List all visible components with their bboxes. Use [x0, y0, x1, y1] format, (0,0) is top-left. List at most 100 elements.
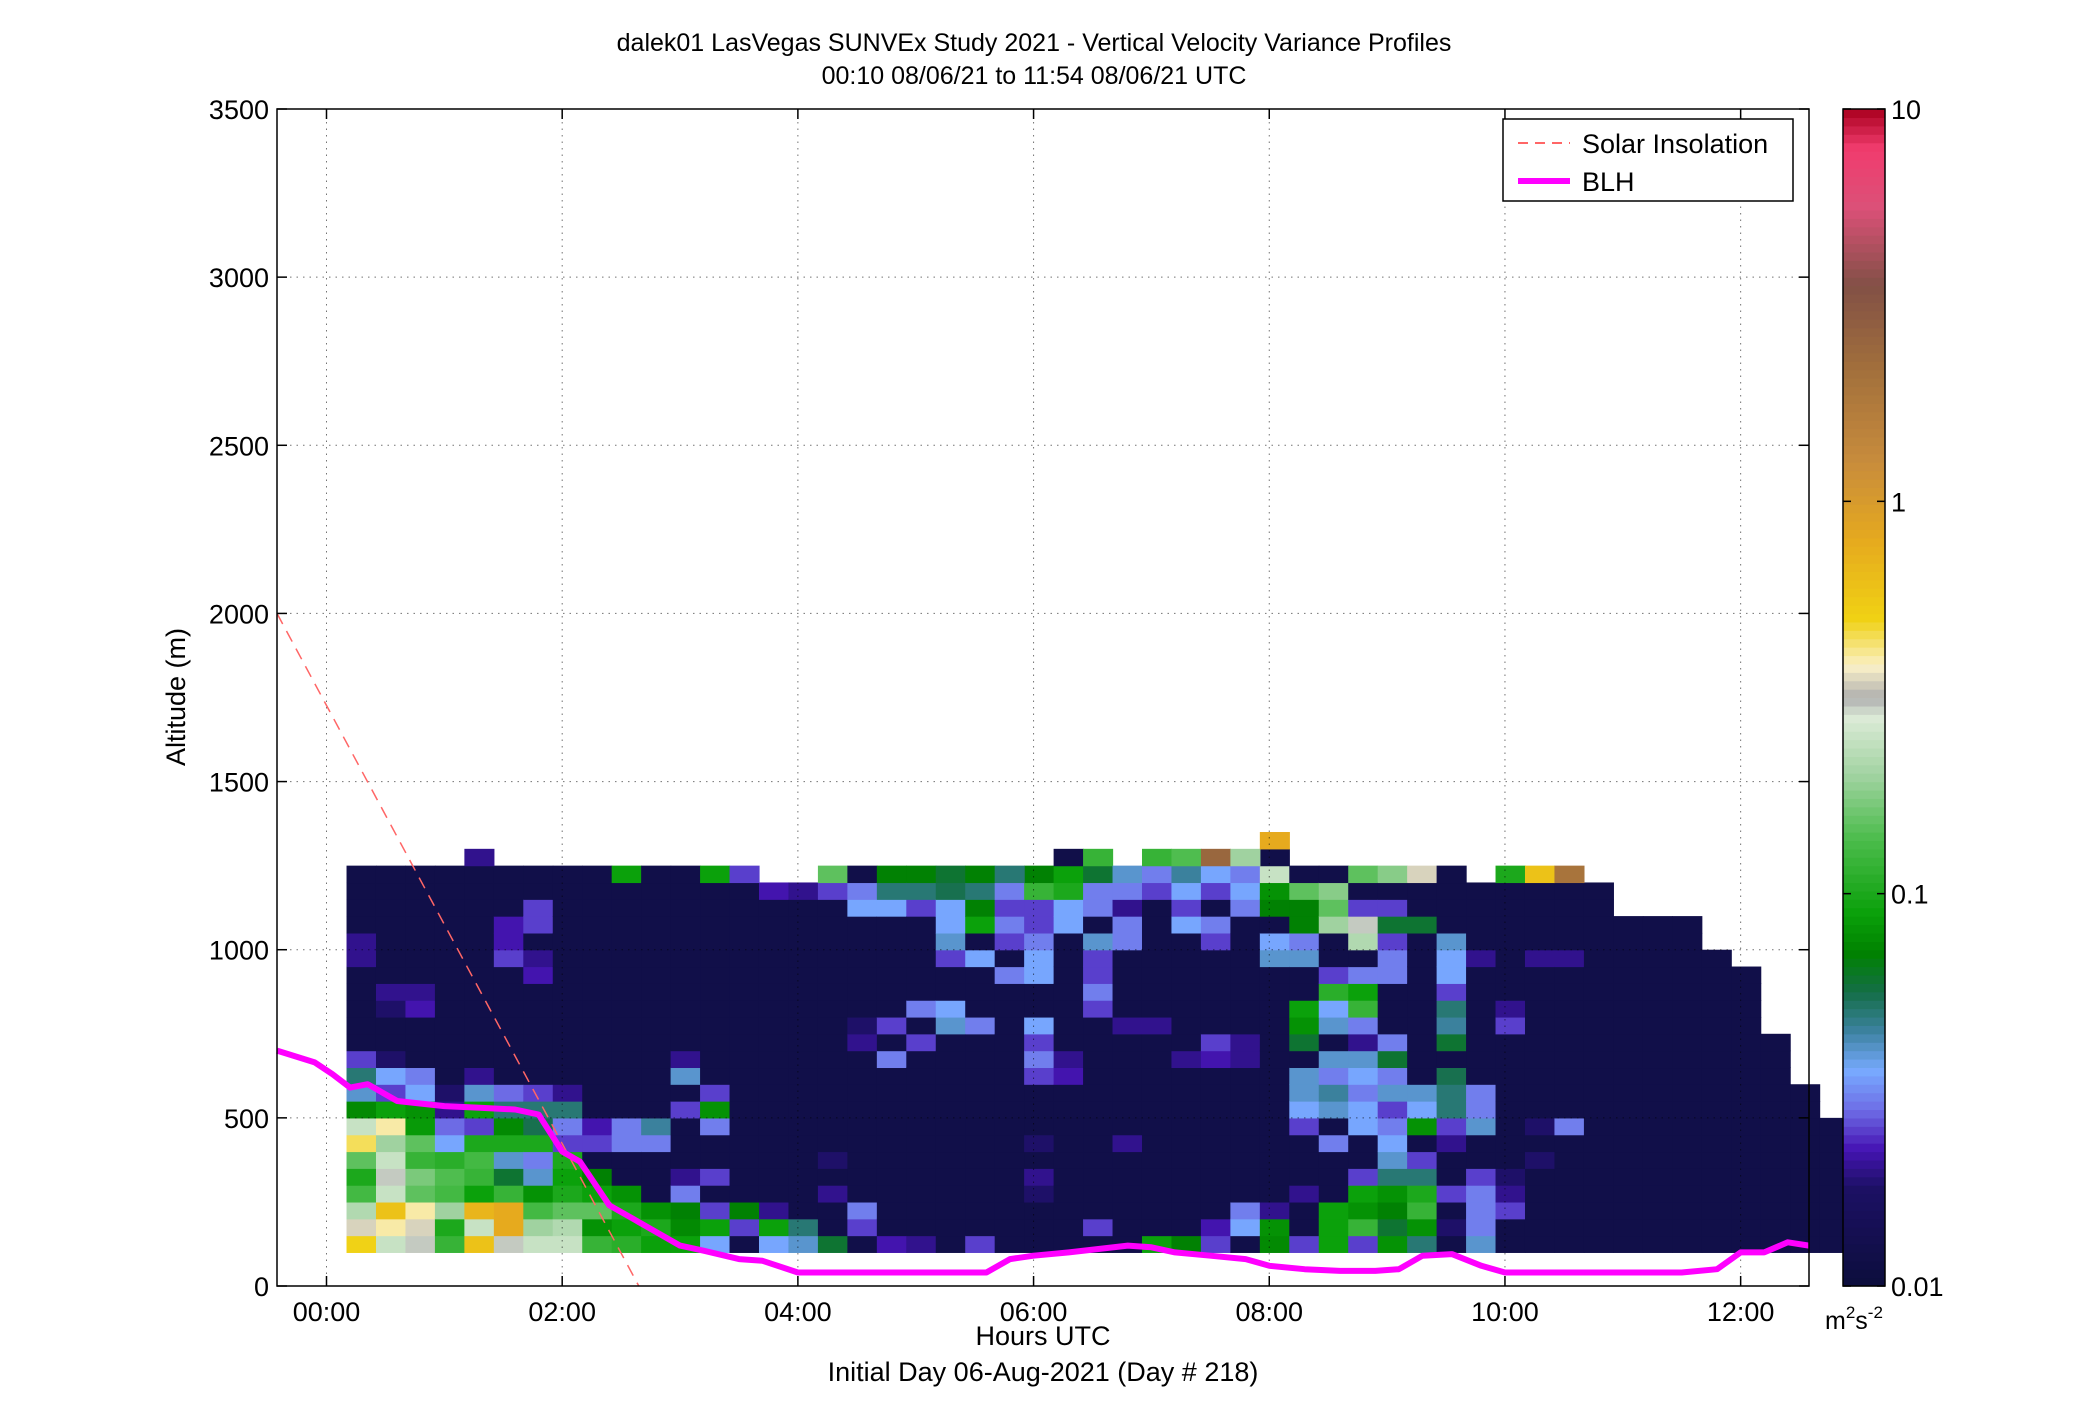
- heatmap-cell: [1701, 1185, 1732, 1203]
- heatmap-cell: [1289, 1134, 1320, 1153]
- heatmap-cell: [523, 1151, 554, 1169]
- heatmap-cell: [1348, 1016, 1379, 1035]
- heatmap-cell: [346, 983, 377, 1001]
- colorbar-swatch: [1843, 764, 1885, 774]
- heatmap-cell: [788, 1084, 819, 1102]
- heatmap-cell: [464, 1218, 495, 1237]
- heatmap-cell: [1760, 1084, 1791, 1102]
- heatmap-cell: [1318, 966, 1349, 984]
- colorbar-swatch: [1843, 756, 1885, 766]
- colorbar-swatch: [1843, 184, 1885, 194]
- heatmap-cell: [523, 916, 554, 934]
- heatmap-cell: [1083, 848, 1114, 867]
- heatmap-cell: [405, 865, 436, 884]
- heatmap-cell: [700, 1000, 731, 1018]
- heatmap-cell: [434, 1201, 465, 1220]
- heatmap-cell: [1230, 1000, 1261, 1018]
- colorbar-swatch: [1843, 789, 1885, 799]
- heatmap-cell: [1554, 1185, 1585, 1203]
- heatmap-cell: [1377, 1151, 1408, 1169]
- heatmap-cell: [641, 1151, 672, 1169]
- colorbar-swatch: [1843, 218, 1885, 228]
- heatmap-cell: [670, 916, 701, 934]
- heatmap-cell: [788, 1016, 819, 1035]
- heatmap-cell: [1230, 1201, 1261, 1220]
- heatmap-cell: [1613, 966, 1644, 984]
- heatmap-cell: [906, 1050, 937, 1069]
- heatmap-cell: [523, 882, 554, 900]
- heatmap-cell: [1436, 949, 1467, 968]
- colorbar-swatch: [1843, 647, 1885, 657]
- colorbar-swatch: [1843, 512, 1885, 522]
- heatmap-cell: [434, 966, 465, 984]
- heatmap-cell: [1760, 1134, 1791, 1153]
- heatmap-cell: [670, 1185, 701, 1203]
- heatmap-cell: [1230, 1050, 1261, 1069]
- heatmap-cell: [641, 882, 672, 900]
- heatmap-cell: [965, 899, 996, 917]
- heatmap-cell: [405, 1067, 436, 1085]
- heatmap-cell: [1083, 1201, 1114, 1220]
- heatmap-cell: [965, 1050, 996, 1069]
- heatmap-cell: [1495, 1168, 1526, 1186]
- heatmap-cell: [405, 1033, 436, 1052]
- heatmap-cell: [405, 1084, 436, 1102]
- heatmap-cell: [847, 1134, 878, 1153]
- heatmap-cell: [1083, 1067, 1114, 1085]
- heatmap-cell: [1259, 882, 1290, 900]
- heatmap-cell: [758, 1117, 790, 1136]
- heatmap-cell: [1407, 1016, 1438, 1035]
- heatmap-cell: [464, 1201, 495, 1220]
- heatmap-cell: [1053, 1033, 1084, 1052]
- heatmap-cell: [1436, 882, 1467, 900]
- colorbar-swatch: [1843, 403, 1885, 413]
- heatmap-cell: [1495, 1067, 1526, 1085]
- heatmap-cell: [1024, 1168, 1055, 1186]
- heatmap-cell: [464, 1117, 495, 1136]
- heatmap-cell: [1200, 1168, 1231, 1186]
- heatmap-cell: [1318, 1000, 1349, 1018]
- heatmap-cell: [1583, 1084, 1614, 1102]
- heatmap-cell: [1524, 1050, 1556, 1069]
- heatmap-cell: [994, 1033, 1025, 1052]
- colorbar-swatch: [1843, 445, 1885, 455]
- heatmap-cell: [1466, 916, 1497, 934]
- heatmap-cell: [817, 1185, 848, 1203]
- heatmap-cell: [935, 966, 966, 984]
- heatmap-cell: [1819, 1185, 1850, 1203]
- heatmap-cell: [523, 1084, 554, 1102]
- heatmap-cell: [758, 1168, 790, 1186]
- heatmap-cell: [1554, 1151, 1585, 1169]
- heatmap-cell: [641, 1134, 672, 1153]
- heatmap-cell: [670, 932, 701, 951]
- colorbar-swatch: [1843, 293, 1885, 303]
- heatmap-cell: [375, 983, 407, 1001]
- y-tick-label: 1000: [209, 936, 269, 966]
- heatmap-cell: [1171, 1134, 1202, 1153]
- heatmap-cell: [1672, 1218, 1703, 1237]
- heatmap-cell: [1083, 1000, 1114, 1018]
- heatmap-cell: [552, 1218, 583, 1237]
- heatmap-cell: [1200, 966, 1231, 984]
- heatmap-cell: [1583, 1134, 1614, 1153]
- heatmap-cell: [1642, 1235, 1673, 1253]
- heatmap-cell: [552, 899, 583, 917]
- heatmap-cell: [611, 882, 642, 900]
- heatmap-cell: [464, 1016, 495, 1035]
- heatmap-cell: [700, 983, 731, 1001]
- heatmap-cell: [1731, 1067, 1762, 1085]
- heatmap-cell: [1701, 1067, 1732, 1085]
- heatmap-cell: [817, 1134, 848, 1153]
- heatmap-cell: [464, 1235, 495, 1253]
- heatmap-cell: [611, 1201, 642, 1220]
- colorbar-swatch: [1843, 1277, 1885, 1287]
- heatmap-cell: [1348, 1117, 1379, 1136]
- heatmap-cell: [1377, 1000, 1408, 1018]
- heatmap-cell: [1436, 899, 1467, 917]
- heatmap-cell: [346, 949, 377, 968]
- heatmap-cell: [346, 916, 377, 934]
- heatmap-cell: [700, 1201, 731, 1220]
- colorbar-swatch: [1843, 344, 1885, 354]
- heatmap-cell: [1112, 1151, 1143, 1169]
- heatmap-cell: [1495, 1000, 1526, 1018]
